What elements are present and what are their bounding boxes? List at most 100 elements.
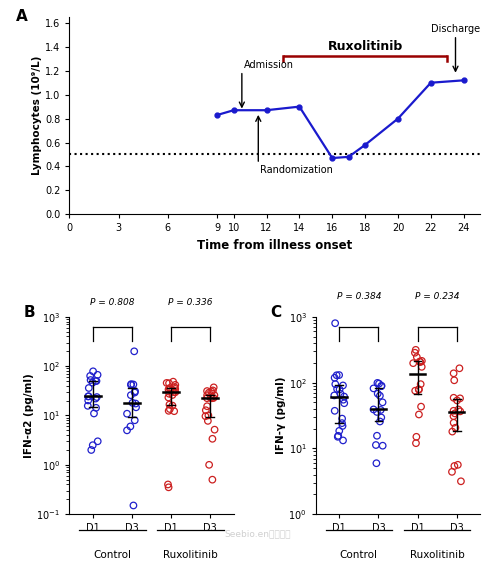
Text: P = 0.384: P = 0.384 — [337, 292, 381, 301]
Point — [334, 432, 342, 441]
Point — [84, 396, 92, 405]
Point — [418, 362, 426, 371]
Point — [204, 416, 212, 425]
Point — [127, 380, 135, 389]
Point — [165, 379, 173, 388]
Point — [94, 437, 101, 446]
Point — [127, 380, 135, 389]
Point — [456, 394, 464, 403]
Point — [210, 383, 218, 392]
Point — [379, 441, 387, 450]
Point — [412, 345, 420, 354]
X-axis label: Time from illness onset: Time from illness onset — [197, 239, 352, 252]
Point — [418, 357, 426, 366]
Point — [450, 376, 458, 385]
Point — [204, 411, 212, 420]
Point — [123, 409, 131, 418]
Point — [129, 398, 137, 407]
Point — [331, 373, 339, 383]
Point — [206, 393, 214, 402]
Point — [331, 380, 339, 389]
Point — [448, 467, 456, 476]
Point — [330, 391, 338, 400]
Point — [166, 384, 174, 393]
Point — [417, 380, 425, 389]
Point — [340, 399, 348, 408]
Point — [457, 477, 465, 486]
Point — [207, 387, 215, 396]
Point — [370, 405, 378, 414]
Point — [87, 376, 95, 385]
Point — [89, 367, 97, 376]
Point — [379, 398, 387, 407]
Point — [451, 423, 459, 432]
Point — [127, 390, 135, 399]
Point — [171, 384, 179, 393]
Point — [85, 392, 93, 401]
Point — [126, 422, 134, 431]
Point — [89, 378, 97, 387]
Point — [372, 459, 380, 468]
Point — [377, 413, 385, 422]
Point — [449, 393, 457, 402]
Point — [164, 480, 172, 489]
Point — [454, 460, 462, 470]
Point — [331, 406, 339, 415]
Point — [339, 421, 346, 431]
Point — [455, 364, 463, 373]
Text: Ruxolitinib: Ruxolitinib — [410, 550, 464, 560]
Point — [449, 418, 457, 427]
Point — [90, 409, 98, 418]
Point — [412, 438, 420, 447]
Point — [449, 412, 457, 421]
Text: Ruxolitinib: Ruxolitinib — [328, 40, 403, 53]
Point — [131, 416, 139, 425]
Point — [372, 441, 380, 450]
Point — [377, 382, 385, 391]
Point — [210, 391, 218, 400]
Point — [413, 353, 421, 362]
Point — [163, 379, 171, 388]
Point — [205, 388, 213, 397]
Point — [84, 392, 92, 401]
Text: Randomization: Randomization — [260, 165, 333, 175]
Text: Control: Control — [94, 550, 131, 560]
Point — [453, 396, 461, 405]
Point — [164, 385, 172, 394]
Point — [171, 380, 179, 389]
Point — [373, 431, 381, 440]
Point — [340, 395, 347, 404]
Point — [454, 405, 462, 414]
Point — [409, 359, 417, 368]
Point — [131, 388, 139, 397]
Point — [456, 407, 464, 416]
Point — [203, 394, 211, 403]
Point — [451, 409, 459, 418]
Point — [340, 392, 348, 401]
Text: Discharge: Discharge — [431, 24, 480, 34]
Point — [165, 406, 173, 415]
Point — [84, 401, 92, 410]
Point — [129, 380, 137, 389]
Text: P = 0.808: P = 0.808 — [90, 298, 135, 307]
Point — [92, 376, 99, 385]
Point — [376, 391, 384, 400]
Point — [170, 388, 178, 397]
Point — [449, 369, 457, 378]
Point — [373, 379, 381, 388]
Point — [416, 358, 424, 367]
Point — [203, 386, 211, 396]
Point — [168, 401, 176, 410]
Point — [334, 431, 342, 440]
Point — [209, 386, 217, 395]
Y-axis label: IFN-γ (pg/ml): IFN-γ (pg/ml) — [276, 377, 286, 454]
Point — [448, 427, 456, 436]
Point — [171, 388, 179, 397]
Text: Control: Control — [340, 550, 378, 560]
Point — [411, 386, 419, 396]
Point — [170, 407, 178, 416]
Y-axis label: IFN-α2 (pg/ml): IFN-α2 (pg/ml) — [24, 373, 34, 458]
Point — [130, 347, 138, 356]
Point — [333, 385, 341, 394]
Point — [336, 385, 344, 394]
